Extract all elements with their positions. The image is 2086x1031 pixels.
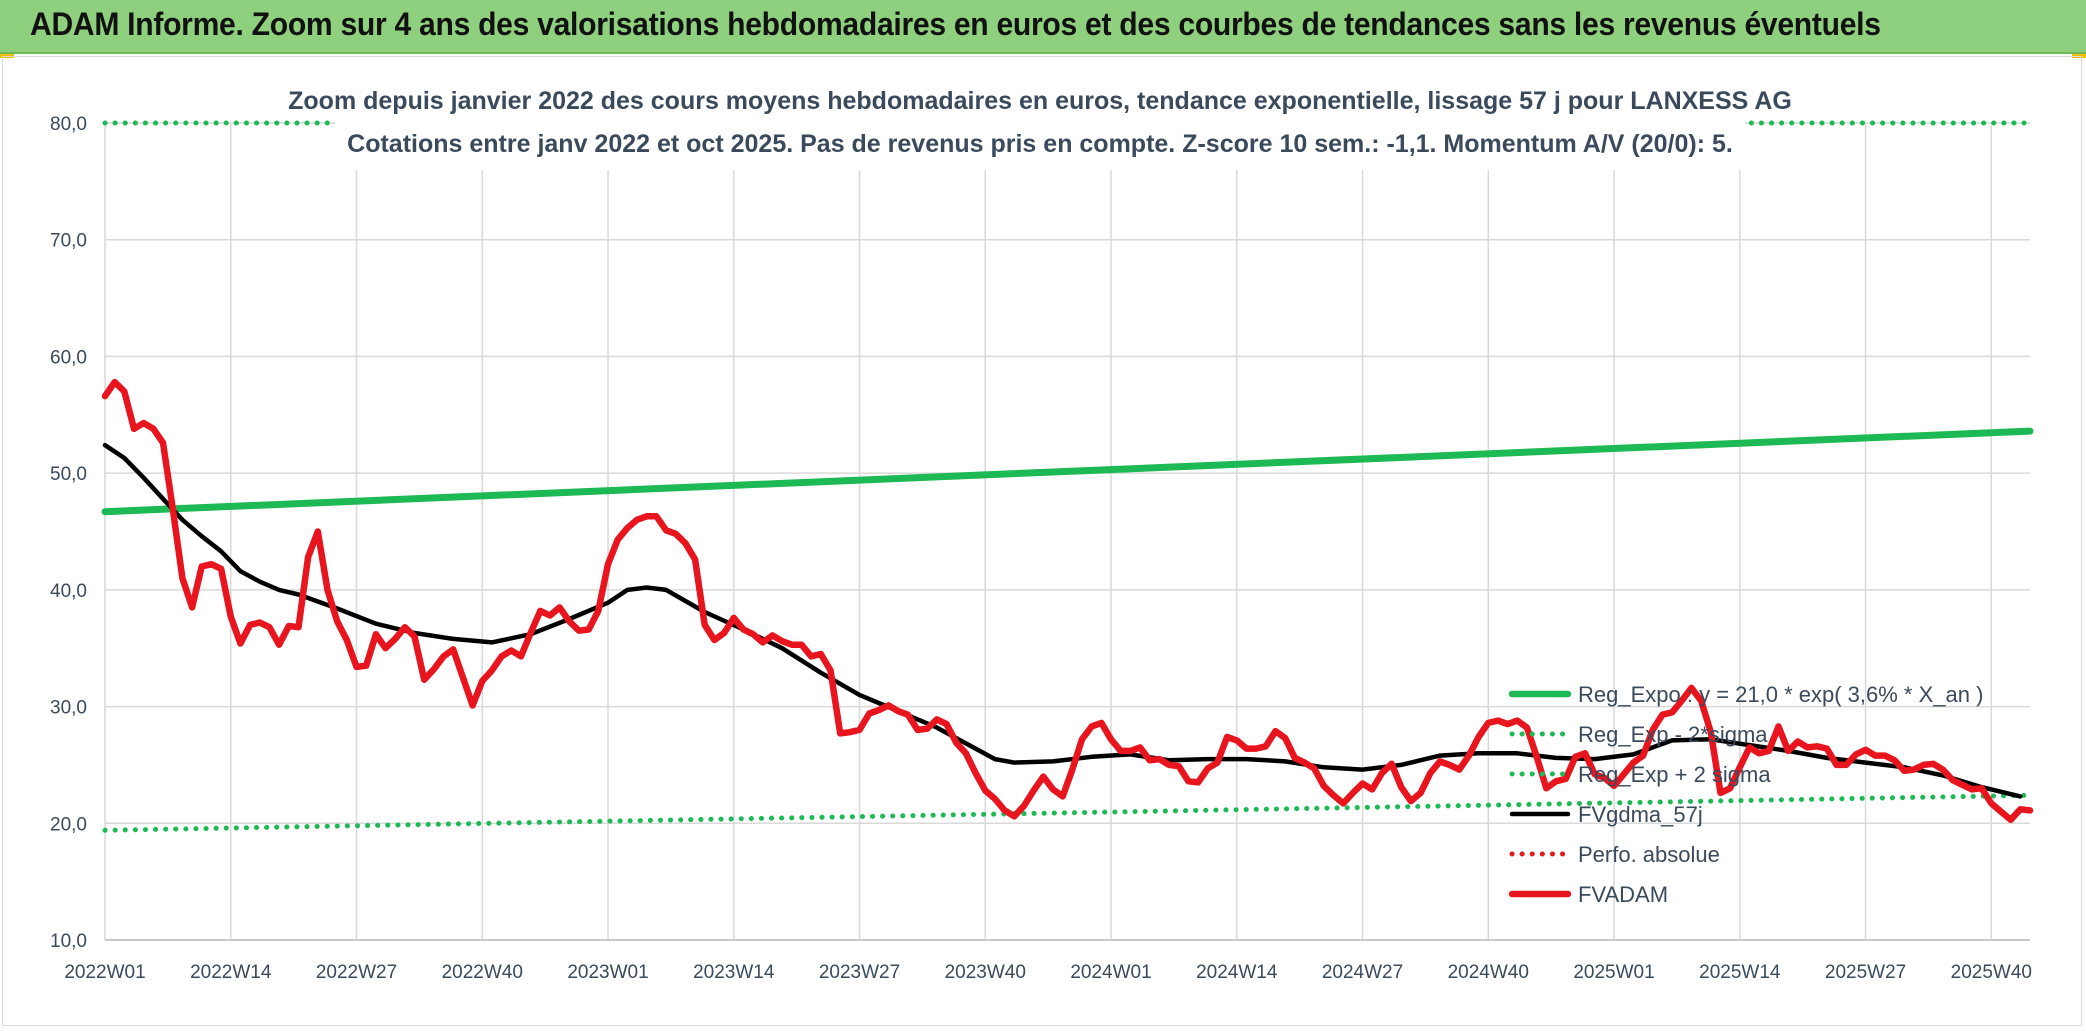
y-tick-label: 10,0 — [50, 931, 87, 952]
report-title: ADAM Informe. Zoom sur 4 ans des valoris… — [30, 6, 1881, 42]
x-tick-label: 2023W14 — [693, 962, 775, 983]
x-tick-label: 2023W27 — [819, 962, 900, 983]
chart-frame — [2, 56, 2082, 1026]
x-tick-label: 2024W14 — [1196, 962, 1278, 983]
x-tick-label: 2024W27 — [1322, 962, 1403, 983]
series-line-5 — [101, 378, 2034, 824]
report-banner: ADAM Informe. Zoom sur 4 ans des valoris… — [0, 0, 2086, 54]
x-tick-label: 2025W01 — [1573, 962, 1654, 983]
y-tick-label: 40,0 — [50, 581, 87, 602]
x-tick-label: 2022W40 — [442, 962, 523, 983]
x-tick-label: 2023W01 — [567, 962, 648, 983]
subtitle-background — [335, 78, 1745, 170]
x-tick-label: 2024W01 — [1070, 962, 1151, 983]
series-line-0 — [101, 427, 2034, 516]
y-axis-ticks: 10,0 20,0 30,0 40,0 50,0 60,0 70,0 80,0 — [50, 114, 87, 952]
x-tick-label: 2022W14 — [190, 962, 272, 983]
x-tick-label: 2022W01 — [64, 962, 145, 983]
series-line-1 — [102, 792, 2033, 833]
x-tick-label: 2025W40 — [1951, 962, 2032, 983]
x-tick-label: 2023W40 — [945, 962, 1026, 983]
gridlines — [104, 122, 2030, 941]
x-tick-label: 2025W27 — [1825, 962, 1906, 983]
y-tick-label: 60,0 — [50, 347, 87, 368]
legend-entry: Reg_Expo : y = 21,0 * exp( 3,6% * X_an ) — [1578, 682, 1983, 707]
x-tick-label: 2022W27 — [316, 962, 397, 983]
legend-entry: FVgdma_57j — [1578, 802, 1703, 827]
x-tick-label: 2025W14 — [1699, 962, 1781, 983]
y-tick-label: 80,0 — [50, 114, 87, 135]
y-tick-label: 50,0 — [50, 464, 87, 485]
x-tick-label: 2024W40 — [1448, 962, 1529, 983]
legend-entry: Reg_Exp + 2 sigma — [1578, 762, 1771, 787]
y-tick-label: 20,0 — [50, 814, 87, 835]
legend: Reg_Expo : y = 21,0 * exp( 3,6% * X_an )… — [1508, 682, 1983, 907]
y-tick-label: 30,0 — [50, 698, 87, 719]
legend-entry: FVADAM — [1578, 882, 1668, 907]
legend-entry: Perfo. absolue — [1578, 842, 1720, 867]
legend-entry: Reg_Exp - 2*sigma — [1578, 722, 1768, 747]
chart-title: Zoom depuis janvier 2022 des cours moyen… — [288, 87, 1792, 115]
y-tick-label: 70,0 — [50, 231, 87, 252]
chart-subtitle: Cotations entre janv 2022 et oct 2025. P… — [347, 130, 1733, 158]
x-axis-ticks: 2022W01 2022W14 2022W27 2022W40 2023W01 2023W… — [64, 962, 2032, 983]
